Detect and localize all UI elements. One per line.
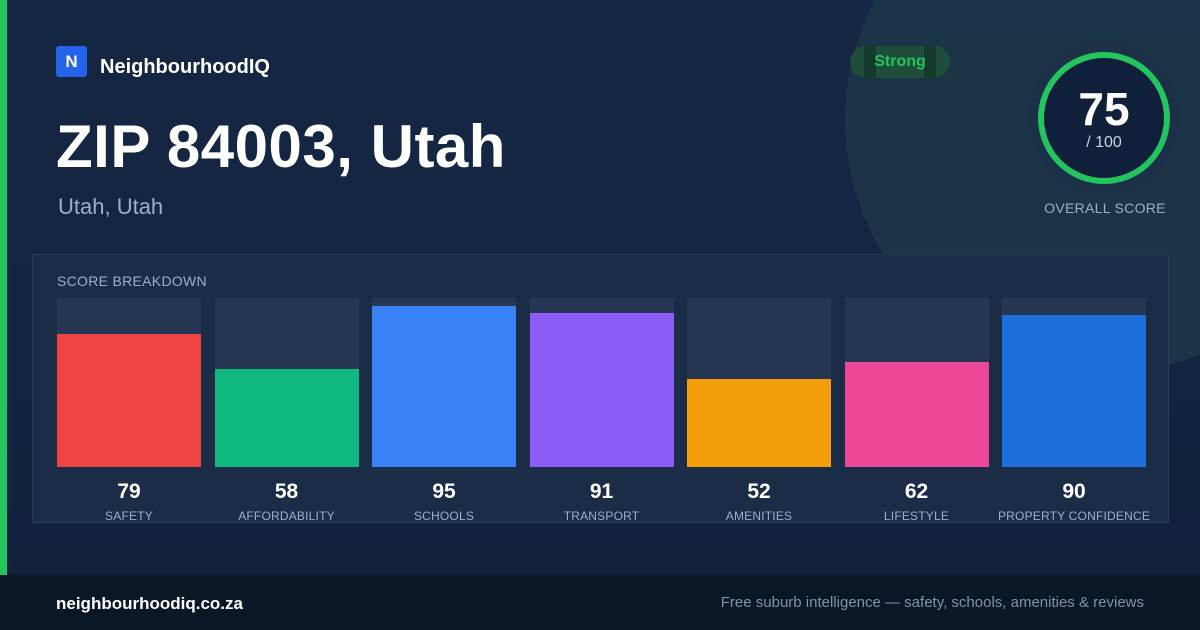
rating-badge: Strong bbox=[850, 46, 950, 78]
bar-track bbox=[529, 298, 674, 467]
bar-group-schools: 95 SCHOOLS bbox=[372, 298, 516, 524]
bar-track bbox=[372, 298, 516, 467]
bar-category-label: AFFORDABILITY bbox=[238, 509, 335, 523]
bar-category-label: TRANSPORT bbox=[563, 509, 640, 523]
brand-name: NeighbourhoodIQ bbox=[100, 56, 270, 78]
bar bbox=[214, 368, 359, 467]
accent-bar bbox=[0, 0, 7, 575]
footer-url[interactable]: neighbourhoodiq.co.za bbox=[56, 594, 243, 613]
bar bbox=[1002, 314, 1146, 467]
bar bbox=[372, 306, 516, 467]
logo-icon: N bbox=[56, 46, 87, 77]
bar-category-label: SCHOOLS bbox=[413, 509, 475, 523]
bar bbox=[687, 379, 831, 467]
bar-value-label: 58 bbox=[274, 480, 299, 503]
bar-value-label: 79 bbox=[117, 480, 141, 503]
bar-track bbox=[844, 298, 989, 467]
bar bbox=[57, 333, 201, 467]
bar-value-label: 91 bbox=[589, 480, 614, 503]
bar-category-label: AMENITIES bbox=[725, 509, 793, 523]
bar-group-property-confidence: 90 PROPERTY CONFIDENCE bbox=[998, 298, 1150, 524]
score-bar-chart: 79 SAFETY 58 AFFORDABILITY 95 SCHOOLS 91 TRANSP… bbox=[33, 255, 1170, 524]
bar-group-amenities: 52 AMENITIES bbox=[687, 298, 831, 524]
bar-group-affordability: 58 AFFORDABILITY bbox=[214, 298, 359, 524]
bar-track bbox=[214, 298, 359, 467]
panel-title: SCORE BREAKDOWN bbox=[57, 273, 207, 289]
rating-badge-label: Strong bbox=[874, 53, 926, 70]
page-title: ZIP 84003, Utah bbox=[56, 113, 506, 180]
bar-value-label: 52 bbox=[747, 480, 771, 503]
bar bbox=[529, 313, 674, 467]
footer-tagline: Free suburb intelligence — safety, schoo… bbox=[720, 594, 1144, 611]
bar-value-label: 95 bbox=[432, 480, 456, 503]
bar-track bbox=[57, 298, 201, 467]
bar-group-safety: 79 SAFETY bbox=[57, 298, 201, 524]
bar-track bbox=[1002, 298, 1146, 467]
overall-score-label: OVERALL SCORE bbox=[1044, 200, 1166, 216]
score-ring-graphic bbox=[1028, 42, 1180, 194]
bar-track bbox=[687, 298, 831, 467]
bar-value-label: 90 bbox=[1062, 480, 1086, 503]
bar-group-transport: 91 TRANSPORT bbox=[529, 298, 674, 524]
bar bbox=[844, 362, 989, 467]
bar-group-lifestyle: 62 LIFESTYLE bbox=[844, 298, 989, 524]
score-ring-arc bbox=[1038, 52, 1170, 184]
bar-value-label: 62 bbox=[904, 480, 929, 503]
overall-score-max: / 100 bbox=[1086, 134, 1122, 151]
score-ring-inner bbox=[1042, 56, 1166, 180]
overall-score-ring: 75 / 100 bbox=[1028, 42, 1182, 196]
footer: neighbourhoodiq.co.za Free suburb intell… bbox=[0, 575, 1200, 630]
bar-category-label: LIFESTYLE bbox=[883, 509, 950, 523]
bar-category-label: SAFETY bbox=[105, 509, 153, 523]
bar-category-label: PROPERTY CONFIDENCE bbox=[997, 509, 1151, 523]
location-subtitle: Utah, Utah bbox=[58, 194, 164, 219]
score-breakdown-panel: SCORE BREAKDOWN 79 SAFETY 58 AFFORDABILITY 9… bbox=[32, 254, 1169, 523]
overall-score-value: 75 bbox=[1078, 83, 1130, 135]
